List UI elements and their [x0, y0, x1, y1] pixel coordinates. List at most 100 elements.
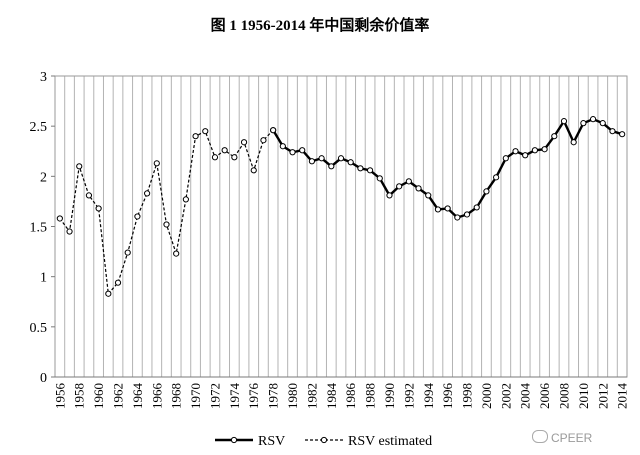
x-tick-label: 1974	[227, 383, 242, 410]
data-point	[444, 205, 451, 212]
data-point	[76, 163, 83, 170]
y-tick-label: 0	[40, 371, 47, 386]
data-point	[366, 167, 374, 174]
data-point	[396, 183, 403, 190]
x-tick-label: 1960	[91, 383, 106, 409]
data-point	[231, 154, 238, 161]
x-tick-label: 1988	[363, 383, 378, 409]
data-point	[425, 192, 432, 199]
data-point	[531, 147, 538, 154]
x-tick-label: 1990	[382, 383, 397, 409]
data-point	[386, 192, 393, 199]
data-point	[240, 139, 248, 146]
y-tick-label: 3	[40, 70, 47, 85]
series-line-rsv-estimated	[59, 129, 274, 296]
data-point	[250, 167, 257, 174]
x-tick-label: 1996	[440, 383, 455, 410]
data-point	[580, 120, 587, 127]
data-point	[493, 174, 500, 181]
series-line-rsv	[272, 117, 623, 219]
data-point	[308, 158, 316, 165]
data-point	[134, 213, 141, 220]
x-tick-label: 1978	[266, 383, 281, 409]
y-tick-label: 0.5	[30, 321, 48, 336]
x-tick-label: 1986	[343, 383, 358, 410]
x-tick-label: 2010	[576, 383, 591, 409]
legend-swatch-marker	[320, 436, 328, 444]
data-point	[560, 118, 568, 125]
data-point	[182, 196, 189, 203]
data-point	[463, 211, 471, 218]
x-tick-label: 1984	[324, 383, 339, 410]
x-tick-label: 2004	[518, 383, 533, 410]
data-point	[502, 155, 509, 162]
x-tick-label: 2008	[556, 383, 571, 409]
data-point	[202, 128, 209, 135]
data-point	[376, 175, 383, 182]
data-point	[512, 148, 519, 155]
x-tick-label: 2012	[595, 383, 610, 409]
x-tick-label: 1998	[460, 383, 475, 409]
x-tick-label: 1980	[285, 383, 300, 409]
data-point	[454, 214, 461, 221]
watermark-text: CPEER	[551, 431, 593, 445]
x-tick-label: 1972	[207, 383, 222, 409]
legend-label: RSV estimated	[348, 434, 432, 449]
x-tick-label: 1970	[188, 383, 203, 409]
y-tick-label: 1.5	[30, 221, 48, 236]
data-point	[599, 120, 606, 127]
data-point	[589, 116, 597, 123]
x-tick-label: 1976	[246, 383, 261, 410]
data-point	[260, 137, 267, 144]
data-point	[95, 205, 102, 212]
x-tick-label: 1958	[72, 383, 87, 409]
data-point	[105, 290, 112, 297]
data-point	[163, 221, 170, 228]
grid	[54, 76, 628, 377]
x-tick-label: 1994	[421, 383, 436, 410]
x-tick-label: 1982	[304, 383, 319, 409]
data-point	[124, 249, 131, 256]
data-point	[415, 185, 422, 192]
data-point	[347, 159, 354, 166]
data-point	[570, 139, 577, 146]
legend-swatch-marker	[230, 436, 238, 444]
data-point	[56, 215, 63, 222]
x-tick-label: 1968	[169, 383, 184, 409]
data-point	[279, 143, 286, 150]
x-tick-label: 2014	[615, 383, 630, 410]
legend-label: RSV	[258, 434, 285, 449]
x-tick-label: 2006	[537, 383, 552, 410]
legend: RSV RSV estimated	[215, 434, 432, 449]
data-point	[434, 206, 442, 213]
data-point	[541, 146, 548, 153]
y-tick-label: 1	[40, 271, 47, 286]
data-point	[522, 152, 529, 159]
x-tick-label: 1966	[149, 383, 164, 410]
data-point	[609, 128, 616, 135]
data-point	[114, 279, 122, 286]
data-point	[483, 188, 490, 195]
data-point	[619, 131, 626, 138]
data-point	[328, 163, 335, 170]
data-point	[66, 228, 73, 235]
data-point	[270, 127, 277, 134]
data-point	[211, 154, 219, 161]
series	[56, 116, 626, 297]
data-point	[221, 147, 228, 154]
x-tick-label: 2000	[479, 383, 494, 409]
data-point	[289, 149, 296, 156]
data-point	[473, 204, 480, 211]
x-tick-label: 1992	[401, 383, 416, 409]
data-point	[551, 133, 558, 140]
axes: 0 0.5 1 1.5 2 2.5 3 1956 1958 1960 1962 1964 1966 196…	[30, 70, 630, 409]
data-point	[357, 165, 364, 172]
data-point	[173, 250, 180, 257]
wechat-icon	[532, 430, 548, 443]
data-point	[405, 178, 412, 185]
data-point	[192, 133, 199, 140]
x-tick-label: 1964	[130, 383, 145, 410]
x-tick-label: 1962	[111, 383, 126, 409]
plot-frame	[54, 75, 628, 378]
